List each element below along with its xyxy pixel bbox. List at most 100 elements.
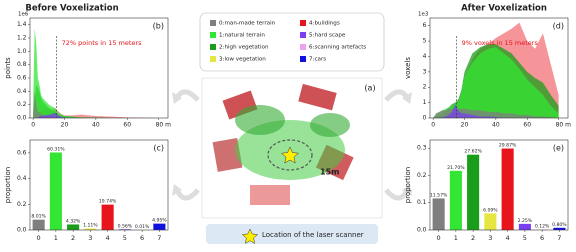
legend-swatch	[210, 56, 216, 62]
x-tick-label: 4	[506, 234, 510, 242]
x-tick-label: 1	[54, 234, 58, 242]
y-axis-label: proportion	[4, 167, 12, 203]
x-tick-label: 20	[61, 122, 69, 129]
y-tick-label: 0.6	[17, 149, 27, 156]
x-tick-label: 3	[488, 234, 492, 242]
y-tick-label: 0.1	[417, 199, 427, 206]
x-tick-label: 6	[540, 234, 544, 242]
x-tick-label: 7	[157, 234, 161, 242]
bar	[432, 198, 445, 230]
legend-label: 4:buildings	[309, 21, 340, 27]
legend-swatch	[300, 44, 306, 50]
y-tick-label: 1	[423, 99, 427, 106]
y-tick-label: 0.8	[17, 61, 27, 68]
legend-label: 6:scanning artefacts	[309, 45, 366, 51]
y-tick-label: 0.3	[417, 145, 427, 152]
panel-label: (c)	[153, 144, 164, 153]
x-tick-label: 2	[471, 234, 475, 242]
point-cloud	[201, 77, 383, 219]
value-label: 60.31%	[47, 146, 65, 152]
star-icon	[241, 228, 259, 244]
x-tick-label: 0	[437, 234, 441, 242]
x-tick-label: 3	[88, 234, 92, 242]
panel-label: (b)	[153, 22, 164, 31]
y-tick-label: 1.2	[17, 35, 27, 42]
panel-label: (d)	[553, 22, 564, 31]
legend-label: 5:hard scape	[309, 33, 346, 39]
panel-label: (e)	[553, 144, 564, 153]
bar	[101, 204, 114, 230]
legend-swatch	[210, 44, 216, 50]
radius-label: 15m	[320, 168, 339, 177]
y-tick-label: 2	[423, 84, 427, 91]
x-tick-label: 4	[106, 234, 110, 242]
value-label: 0.80%	[552, 222, 567, 228]
x-tick-label: 2	[71, 234, 75, 242]
x-tick-label: 0	[37, 234, 41, 242]
bar	[449, 170, 462, 230]
bar	[501, 148, 514, 230]
value-label: 1.11%	[83, 223, 98, 229]
bar	[153, 223, 166, 230]
y-tick-label: 1.4	[17, 21, 27, 28]
y-tick-label: 1.0	[17, 48, 27, 55]
x-tick-label: 80 m	[156, 122, 172, 129]
y-exponent: 1e3	[418, 12, 429, 18]
y-tick-label: 0.2	[17, 101, 27, 108]
value-label: 11.57%	[430, 192, 448, 198]
value-label: 0.56%	[118, 223, 133, 229]
axes-frame	[429, 139, 569, 231]
legend-swatch	[210, 32, 216, 38]
value-label: 29.87%	[499, 143, 517, 149]
x-tick-label: 5	[123, 234, 127, 242]
right-heading: After Voxelization	[461, 4, 547, 14]
y-exponent: 1e6	[18, 12, 29, 18]
bar	[553, 227, 566, 230]
x-tick-label: 40	[92, 122, 100, 129]
arrow-heads	[172, 92, 412, 196]
y-tick-label: 0.4	[17, 175, 27, 182]
y-tick-label: 0.0	[17, 227, 27, 234]
legend-label: 1:natural terrain	[219, 33, 265, 39]
y-tick-label: 0.2	[417, 172, 427, 179]
bar	[118, 229, 131, 230]
value-label: 8.01%	[31, 214, 46, 220]
value-label: 2.25%	[518, 218, 533, 224]
legend-swatch	[210, 20, 216, 26]
legend-swatch	[300, 56, 306, 62]
left-heading: Before Voxelization	[25, 4, 118, 14]
area	[33, 112, 159, 118]
value-label: 21.70%	[447, 165, 465, 171]
y-axis-label: voxels	[404, 57, 412, 79]
x-tick-label: 60	[123, 122, 131, 129]
area	[33, 28, 159, 118]
legend-swatch	[300, 20, 306, 26]
y-tick-label: 5	[423, 38, 427, 45]
image-label: (a)	[364, 84, 375, 93]
y-tick-label: 4	[423, 53, 427, 60]
y-tick-label: 0	[423, 115, 427, 122]
axes-frame	[29, 139, 169, 231]
x-tick-label: 80 m	[556, 122, 572, 129]
legend-label: 2:high vegetation	[219, 45, 269, 51]
value-label: 6.09%	[483, 207, 498, 213]
y-tick-label: 0.6	[17, 75, 27, 82]
bar	[84, 228, 97, 230]
axes-frame	[429, 17, 569, 119]
bar	[484, 213, 497, 230]
axes-frame	[29, 17, 169, 119]
y-tick-label: 0.4	[17, 88, 27, 95]
area	[433, 47, 559, 118]
legend-box	[199, 12, 385, 72]
legend-label: 3:low vegetation	[219, 57, 266, 63]
y-axis-label: proportion	[404, 167, 412, 203]
bar	[32, 219, 45, 230]
value-label: 4.95%	[152, 218, 167, 224]
annotation: 9% voxels in 15 meters	[462, 39, 539, 47]
bar	[67, 224, 80, 230]
y-tick-label: 6	[423, 22, 427, 29]
y-axis-label: points	[4, 57, 12, 79]
value-label: 4.32%	[66, 218, 81, 224]
y-tick-label: 0.0	[17, 115, 27, 122]
